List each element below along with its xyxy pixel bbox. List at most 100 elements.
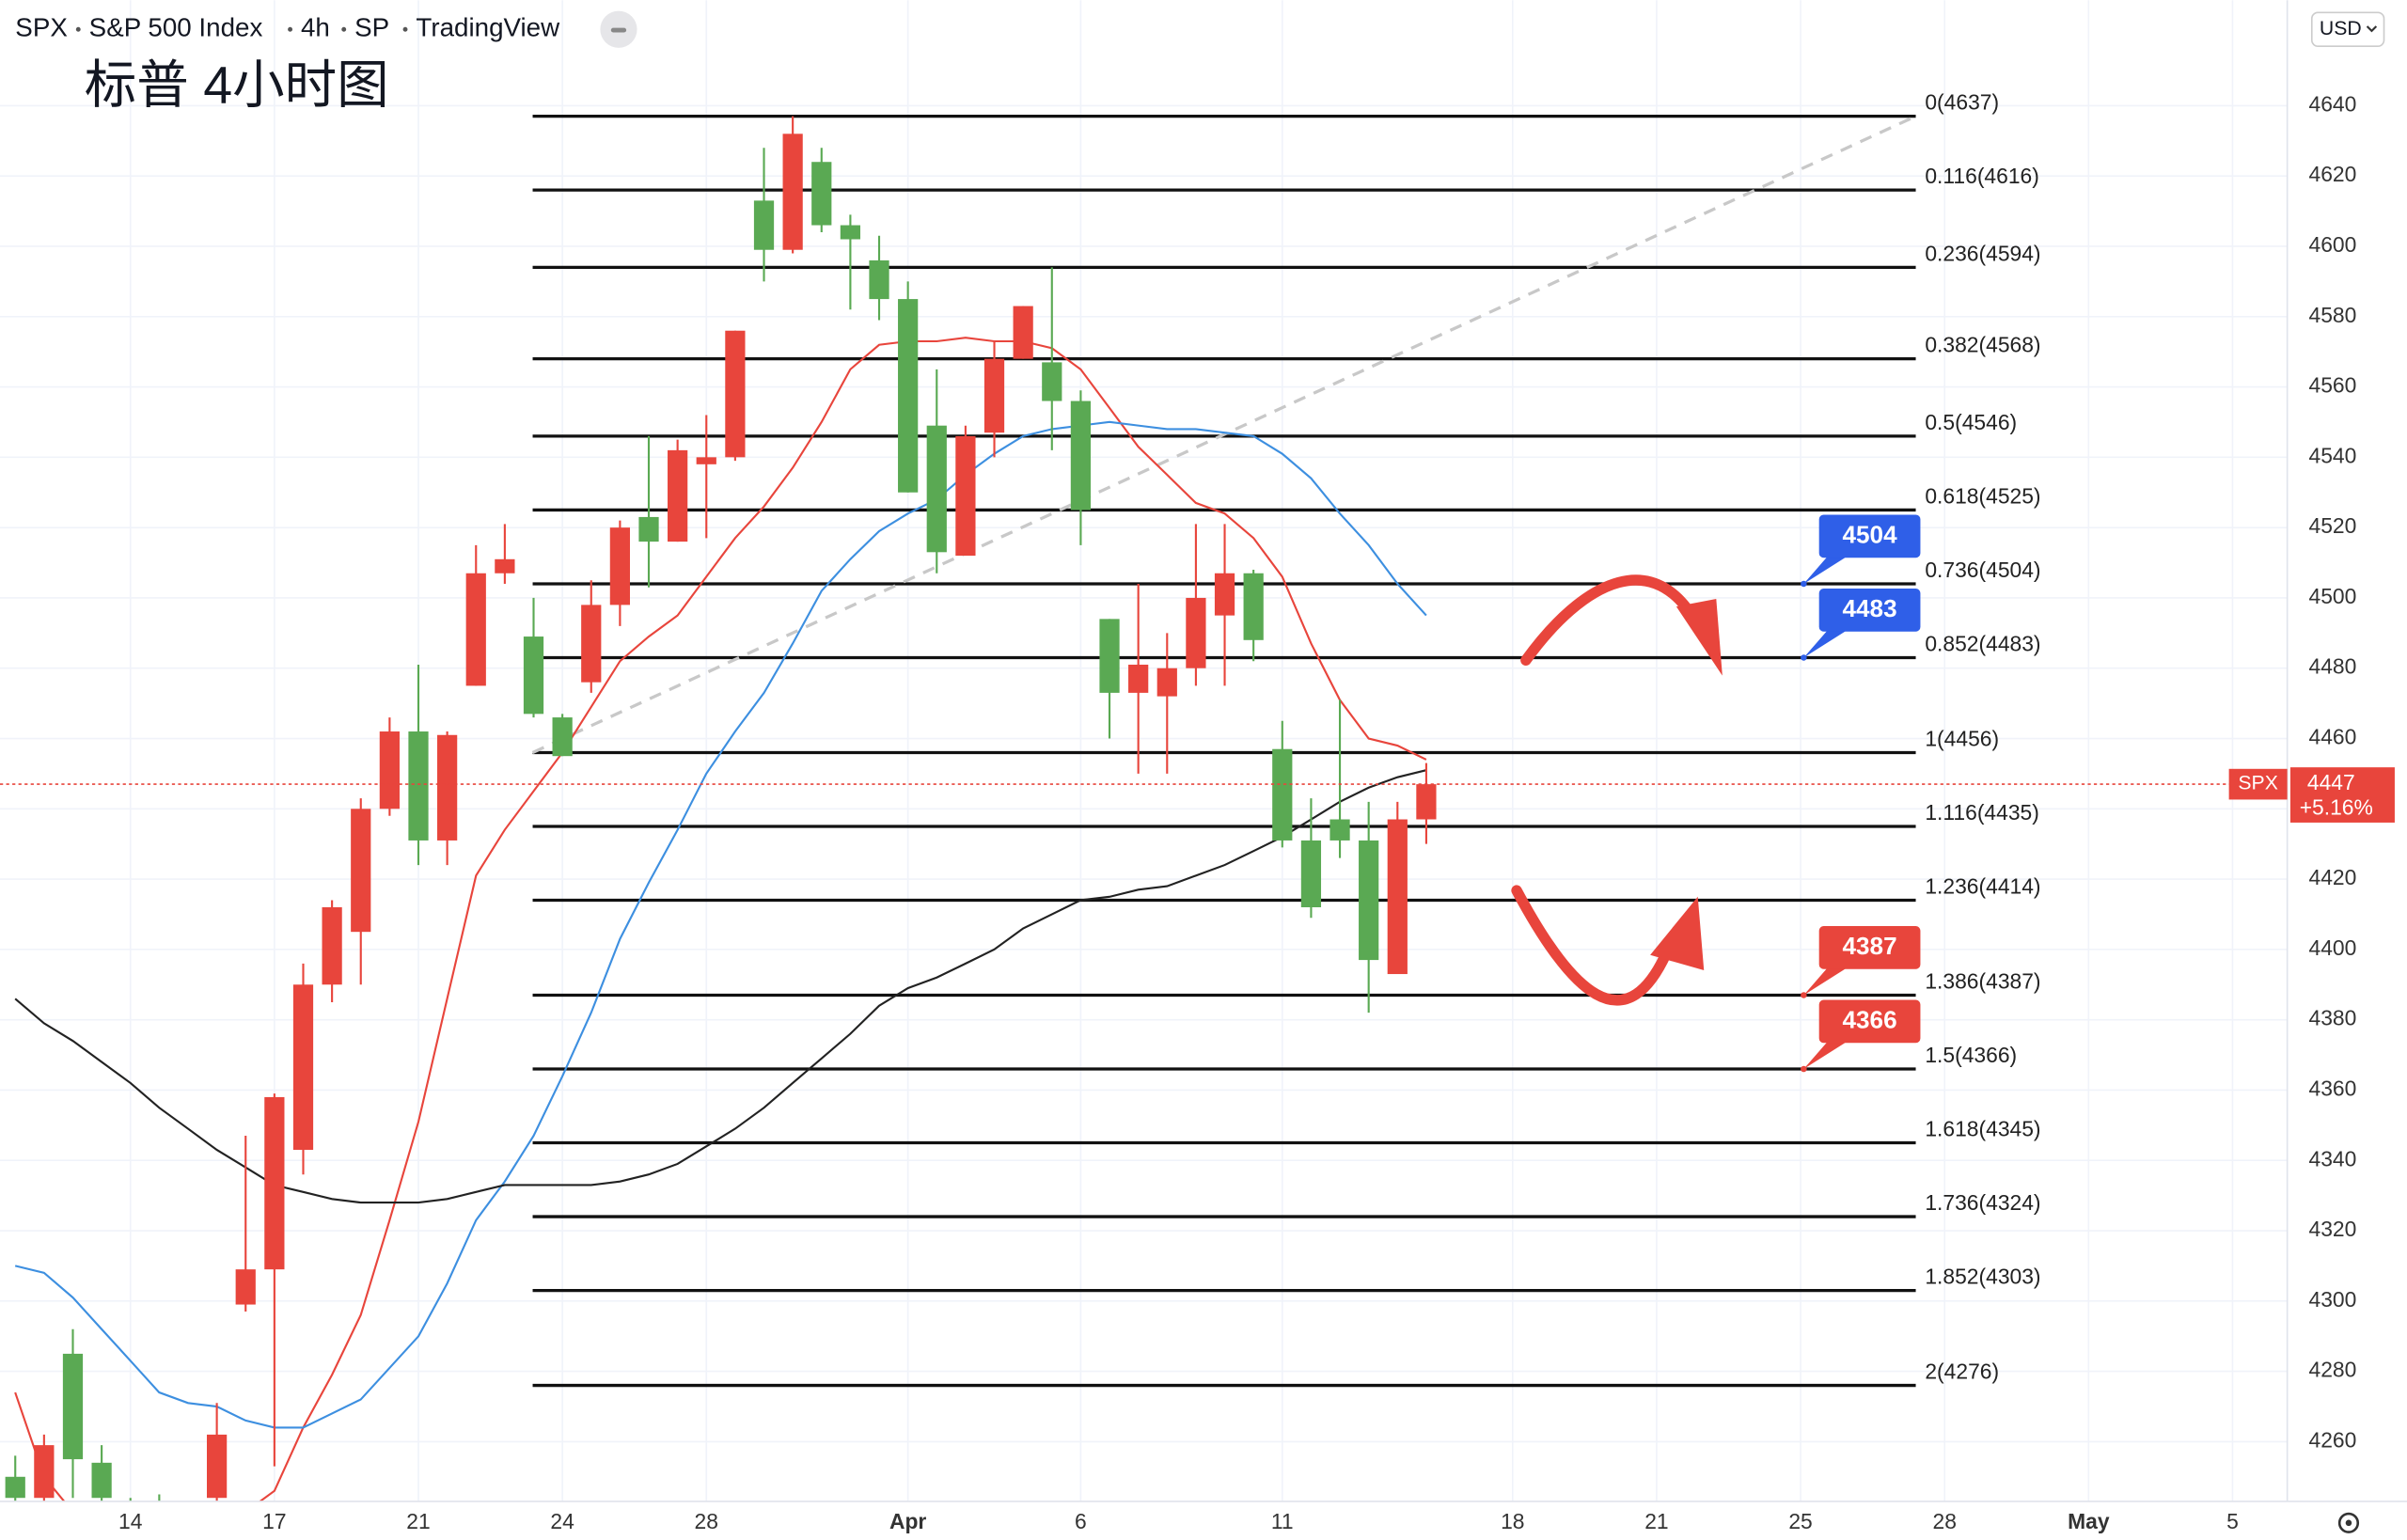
candle-body [1070,401,1092,511]
x-tick-label: 11 [1271,1509,1294,1533]
settings-icon[interactable] [2337,1512,2360,1533]
x-tick-label: Apr [889,1509,926,1533]
y-tick-label: 4500 [2309,584,2357,608]
candle-body [609,527,630,605]
candle-body [292,984,314,1151]
fib-label: 0.116(4616) [1925,164,2039,188]
candle-body [91,1462,112,1499]
last-price-symbol-box [2228,768,2288,800]
y-tick-label: 4520 [2309,513,2357,538]
currency: USD [2320,18,2362,39]
x-tick-label: 21 [406,1509,430,1533]
separator [75,26,81,32]
candle-body [811,162,832,226]
candle-body [34,1445,55,1499]
candle-body [638,516,659,542]
x-tick-label: 17 [262,1509,286,1533]
arrow-head [1650,896,1705,971]
candle-body [725,330,746,458]
candle-body [1272,748,1293,841]
candle-body [983,358,1005,433]
x-tick-label: 5 [2226,1509,2239,1533]
x-tick-label: 14 [118,1509,143,1533]
candle-body [1042,362,1062,401]
candle-body [1300,840,1322,907]
fib-label: 0.236(4594) [1925,241,2040,265]
currency-button[interactable] [2310,11,2385,48]
y-tick-label: 4380 [2309,1006,2357,1030]
candle-body [753,200,775,250]
x-tick-label: 18 [1501,1509,1524,1533]
fib-trend-line [531,115,1917,754]
fib-label: 0(4637) [1925,90,1999,115]
fib-label: 1.618(4345) [1925,1117,2040,1141]
y-tick-label: 4560 [2309,373,2357,398]
y-tick-label: 4360 [2309,1076,2357,1100]
candle-body [523,636,544,715]
candle-body [1214,573,1235,616]
price-tag-label: 4387 [1843,932,1897,960]
x-tick-label: 28 [1932,1509,1956,1533]
candle-body [1329,819,1350,841]
y-tick-label: 4600 [2309,232,2357,257]
candle-body [379,731,400,809]
candle-body [1099,619,1120,693]
fib-label: 0.736(4504) [1925,558,2040,582]
y-tick-label: 4420 [2309,865,2357,889]
x-tick-label: 6 [1075,1509,1087,1533]
candle-body [898,299,919,493]
candle-body [264,1096,285,1270]
chart-title: 标普 4小时图 [85,56,389,115]
y-tick-label: 4620 [2309,162,2357,186]
candle-body [495,558,515,574]
candle-body [955,435,976,557]
y-tick-label: 4460 [2309,725,2357,749]
x-tick-label: May [2068,1509,2110,1533]
candle-body [869,259,889,300]
source: TradingView [416,13,560,42]
y-tick-label: 4580 [2309,303,2357,327]
last-price-box [2289,767,2395,823]
candle-body [1243,573,1264,640]
price-tag-label: 4483 [1843,594,1897,622]
candle-body [235,1269,256,1305]
fib-label: 0.618(4525) [1925,483,2040,508]
interval[interactable]: 4h [301,13,330,42]
candle-body [62,1353,84,1460]
fib-label: 1.236(4414) [1925,873,2040,898]
candle-body [782,134,803,250]
y-tick-label: 4540 [2309,443,2357,467]
y-tick-label: 4260 [2309,1427,2357,1452]
price-tag-anchor [1801,580,1807,588]
y-tick-label: 4480 [2309,654,2357,679]
last-price-symbol: SPX [2238,773,2277,794]
candle-body [1359,840,1379,961]
fib-label: 0.5(4546) [1925,410,2017,434]
candle-body [1387,819,1408,975]
separator [341,26,347,32]
symbol[interactable]: SPX [15,13,68,42]
candle-body [437,734,458,841]
x-tick-label: 28 [695,1509,718,1533]
moving-average [14,769,1427,1204]
y-tick-label: 4640 [2309,91,2357,116]
exchange: SP [354,13,389,42]
fib-label: 1.386(4387) [1925,968,2040,993]
price-tag [1818,926,1921,969]
fib-label: 0.382(4568) [1925,333,2040,357]
candle-body [1156,668,1177,697]
separator [402,26,408,32]
y-tick-label: 4320 [2309,1217,2357,1241]
last-price-change: +5.16% [2300,794,2373,819]
candle-body [668,449,688,542]
price-tag-label: 4366 [1843,1005,1897,1033]
candle-body [1416,784,1437,820]
dropdown-icon [2366,25,2378,33]
candle-body [1186,597,1206,668]
candle-body [1013,306,1033,359]
moving-average [14,337,1427,1501]
candle-body [351,809,371,933]
fib-label: 1.852(4303) [1925,1265,2040,1289]
